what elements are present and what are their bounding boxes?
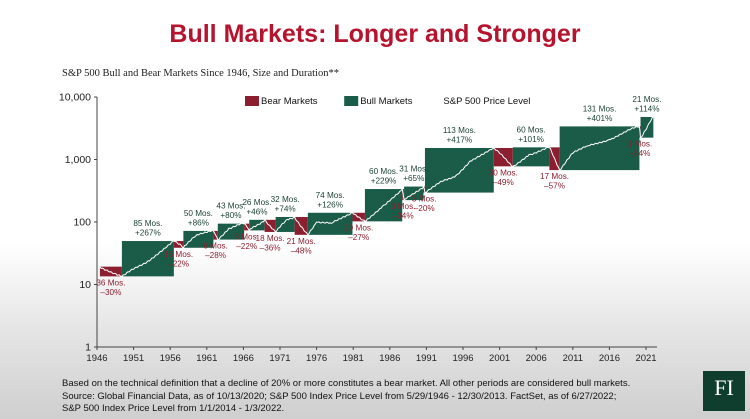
y-tick-label: 10,000: [59, 92, 91, 104]
bear-period-label: 36 Mos.: [96, 278, 125, 287]
bull-period-label: +86%: [188, 218, 209, 227]
page-title: Bull Markets: Longer and Stronger: [169, 20, 581, 48]
bear-period-label: 3 Mos.: [412, 195, 437, 204]
bear-period-label: 20 Mos.: [344, 223, 373, 232]
bull-period-label: 60 Mos.: [517, 125, 546, 134]
bull-period-label: 26 Mos.: [242, 198, 271, 207]
bull-period-label: 113 Mos.: [443, 126, 476, 135]
bear-period-label: 1 Mos.: [628, 140, 653, 149]
x-tick-label: 1996: [452, 353, 473, 364]
x-tick-label: 1966: [233, 353, 254, 364]
bull-period-label: 31 Mos.: [399, 165, 428, 174]
footnote-line: S&P 500 Index Price Level from 1/1/2014 …: [62, 403, 285, 414]
bull-period-label: 21 Mos.: [632, 95, 661, 104]
bull-market-box: [424, 148, 494, 193]
x-tick-label: 2016: [599, 353, 620, 364]
chart-legend: Bear Markets Bull Markets S&P 500 Price Le…: [245, 96, 530, 107]
bear-period-label: –30%: [100, 288, 121, 297]
bull-market-box: [217, 223, 245, 240]
footnote-line: Based on the technical definition that a…: [62, 378, 631, 389]
bear-period-label: –34%: [630, 149, 651, 158]
bull-period-label: +46%: [246, 207, 267, 216]
bear-period-label: 21 Mos.: [287, 237, 316, 246]
bull-market-box: [559, 126, 640, 171]
x-tick-label: 2011: [563, 353, 583, 364]
bull-market-box: [183, 230, 214, 248]
bull-period-label: +74%: [275, 205, 296, 214]
bear-period-label: –48%: [291, 246, 312, 255]
bear-period-label: 8 Mos.: [234, 232, 259, 241]
bear-period-label: –27%: [348, 233, 369, 242]
chart-subtitle: S&P 500 Bull and Bear Markets Since 1946…: [62, 68, 339, 79]
bull-period-label: +65%: [403, 174, 424, 183]
legend-swatch: [245, 96, 259, 106]
y-tick-label: 1: [85, 342, 91, 354]
bear-period-label: 3 Mos.: [391, 202, 416, 211]
x-tick-label: 2006: [526, 353, 547, 364]
legend-item-label: S&P 500 Price Level: [443, 96, 530, 107]
x-tick-label: 1951: [123, 353, 144, 364]
footnote-line: Source: Global Financial Data, as of 10/…: [62, 390, 617, 402]
bull-period-label: 85 Mos.: [133, 219, 162, 228]
legend-item-label: Bull Markets: [360, 96, 413, 107]
logo-text: FI: [714, 375, 734, 400]
bull-market-box: [512, 147, 550, 167]
x-tick-label: 1991: [416, 353, 437, 364]
bull-period-label: 50 Mos.: [184, 209, 213, 218]
x-tick-label: 1986: [379, 353, 400, 364]
bull-period-label: +114%: [634, 104, 659, 113]
y-tick-label: 100: [73, 217, 91, 229]
legend-swatch: [344, 96, 359, 106]
bull-period-label: 74 Mos.: [316, 191, 345, 200]
bear-period-label: 6 Mos.: [203, 242, 228, 251]
bull-period-label: +101%: [518, 135, 544, 144]
bull-period-label: 32 Mos.: [271, 195, 300, 204]
y-tick-label: 1,000: [65, 154, 91, 166]
footnote: Based on the technical definition that a…: [62, 378, 702, 416]
x-tick-label: 1976: [306, 353, 327, 364]
bull-period-label: +417%: [446, 136, 472, 145]
bear-period-label: –34%: [393, 212, 414, 221]
bear-period-label: 15 Mos.: [164, 250, 193, 259]
y-tick-label: 10: [79, 279, 91, 291]
bull-market-box: [275, 217, 295, 232]
bull-period-label: +229%: [371, 177, 397, 186]
bear-period-label: –28%: [205, 251, 226, 260]
x-tick-label: 1981: [343, 353, 364, 364]
bear-period-label: 18 Mos.: [256, 234, 285, 243]
bear-period-label: 30 Mos.: [489, 168, 518, 177]
bear-period-label: 17 Mos.: [540, 172, 569, 181]
bear-period-label: –22%: [168, 259, 189, 268]
bear-period-label: –22%: [236, 242, 257, 251]
legend-item-label: Bear Markets: [261, 96, 318, 107]
bear-period-label: –57%: [544, 182, 565, 191]
x-tick-label: 1946: [86, 353, 107, 364]
bull-period-label: +126%: [317, 200, 343, 209]
bear-period-label: –49%: [493, 178, 514, 187]
x-tick-label: 1971: [269, 353, 290, 364]
x-tick-label: 2021: [635, 353, 656, 364]
x-tick-label: 1961: [196, 353, 217, 364]
bull-period-label: +267%: [135, 229, 161, 238]
bull-period-label: +80%: [220, 211, 241, 220]
bull-period-label: 131 Mos.: [583, 104, 617, 113]
x-tick-label: 1956: [160, 353, 181, 364]
logo: FI: [703, 371, 745, 411]
bull-period-label: 43 Mos.: [216, 202, 245, 211]
bull-bear-chart: 1 10 100 1,000 10,000 1946 1951 1956 1961 1966 197…: [59, 92, 662, 365]
bull-period-label: +401%: [587, 114, 613, 123]
price-line: [99, 116, 654, 277]
bear-period-label: –36%: [260, 243, 281, 252]
bear-period-label: –20%: [414, 204, 435, 213]
bull-period-label: 60 Mos.: [369, 167, 398, 176]
x-tick-label: 2001: [489, 353, 510, 364]
